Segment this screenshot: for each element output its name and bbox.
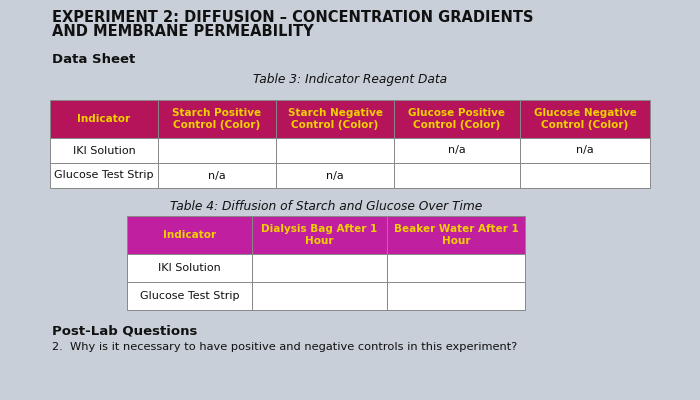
Text: Glucose Test Strip: Glucose Test Strip [140,291,239,301]
Text: Dialysis Bag After 1
Hour: Dialysis Bag After 1 Hour [261,224,377,246]
Bar [50,163,158,188]
Text: Starch Positive
Control (Color): Starch Positive Control (Color) [172,108,262,130]
Bar [394,100,520,138]
Text: n/a: n/a [208,170,226,180]
Text: AND MEMBRANE PERMEABILITY: AND MEMBRANE PERMEABILITY [52,24,314,39]
Text: Table 4: Diffusion of Starch and Glucose Over Time: Table 4: Diffusion of Starch and Glucose… [170,200,482,213]
Bar [50,100,158,138]
Bar [127,216,252,254]
Bar [252,216,387,254]
Text: Table 3: Indicator Reagent Data: Table 3: Indicator Reagent Data [253,73,447,86]
Text: n/a: n/a [326,170,344,180]
Text: Data Sheet: Data Sheet [52,53,135,66]
Text: Glucose Negative
Control (Color): Glucose Negative Control (Color) [533,108,636,130]
Text: Indicator: Indicator [78,114,131,124]
Bar [520,100,650,138]
Text: n/a: n/a [576,146,594,156]
Bar [158,138,276,163]
Bar [394,163,520,188]
Bar [394,138,520,163]
Text: Glucose Positive
Control (Color): Glucose Positive Control (Color) [409,108,505,130]
Bar [127,282,252,310]
Bar [520,138,650,163]
Bar [50,138,158,163]
Bar [276,163,394,188]
Bar [158,163,276,188]
Bar [127,254,252,282]
Bar [387,282,525,310]
Text: 2.  Why is it necessary to have positive and negative controls in this experimen: 2. Why is it necessary to have positive … [52,342,517,352]
Bar [387,216,525,254]
Text: Post-Lab Questions: Post-Lab Questions [52,324,197,337]
Bar [252,254,387,282]
Text: n/a: n/a [448,146,466,156]
Bar [387,254,525,282]
Bar [276,100,394,138]
Text: Beaker Water After 1
Hour: Beaker Water After 1 Hour [393,224,519,246]
Text: EXPERIMENT 2: DIFFUSION – CONCENTRATION GRADIENTS: EXPERIMENT 2: DIFFUSION – CONCENTRATION … [52,10,533,25]
Text: IKI Solution: IKI Solution [73,146,135,156]
Bar [520,163,650,188]
Text: Indicator: Indicator [163,230,216,240]
Bar [158,100,276,138]
Text: Glucose Test Strip: Glucose Test Strip [55,170,154,180]
Bar [276,138,394,163]
Text: IKI Solution: IKI Solution [158,263,221,273]
Text: Starch Negative
Control (Color): Starch Negative Control (Color) [288,108,382,130]
Bar [252,282,387,310]
